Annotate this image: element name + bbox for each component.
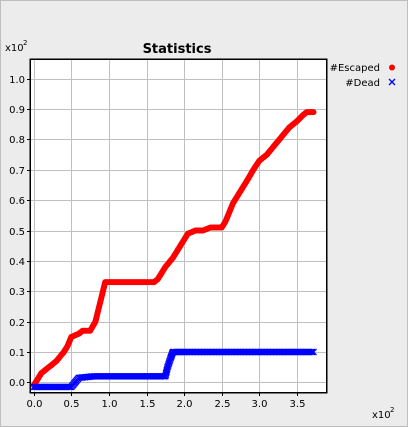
data-point-dead [310, 348, 317, 356]
x-tick-label: 0.0 [27, 399, 43, 410]
data-point-escaped [310, 109, 317, 116]
series-escaped [30, 109, 317, 389]
y-multiplier-base: x10 [5, 43, 24, 54]
x-tick-label: 2.5 [215, 399, 231, 410]
x-tick-label: 1.0 [102, 399, 118, 410]
data-point-dead [308, 348, 316, 356]
dead-marker-stroke [307, 348, 314, 356]
x-tick-label: 3.5 [290, 399, 306, 410]
y-tick-label: 0.6 [9, 196, 25, 207]
y-tick-label: 0.7 [9, 166, 25, 177]
plot-area [29, 58, 328, 394]
data-point-dead [307, 348, 314, 356]
y-multiplier-exponent: 2 [23, 39, 27, 47]
y-tick-label: 0.8 [9, 135, 25, 146]
dead-marker-stroke [308, 348, 316, 356]
legend-marker-dead [388, 78, 396, 86]
y-tick-label: 0.4 [9, 257, 25, 268]
x-axis-multiplier: x10 2 [372, 406, 394, 421]
y-tick-label: 0.1 [9, 348, 25, 359]
y-tick-label: 0.9 [9, 105, 25, 116]
x-tick-label: 3.0 [252, 399, 268, 410]
x-tick-label: 2.0 [177, 399, 193, 410]
x-multiplier-base: x10 [372, 410, 391, 421]
axis-ticks [27, 79, 298, 396]
y-tick-label: 0.0 [9, 378, 25, 389]
chart-title: Statistics [143, 42, 212, 57]
y-axis-multiplier: x10 2 [5, 39, 27, 54]
plot-border [30, 59, 327, 393]
y-tick-label: 0.5 [9, 227, 25, 238]
legend-label-dead: #Dead [345, 78, 380, 89]
x-multiplier-exponent: 2 [390, 406, 394, 414]
y-tick-label: 0.3 [9, 287, 25, 298]
y-tick-label: 0.2 [9, 318, 25, 329]
legend-label-escaped: #Escaped [330, 63, 380, 74]
tick-labels: 0.0 0.5 1.0 1.5 2.0 2.5 3.0 3.5 0.0 0.1 0.2 0.3 0.4 0… [9, 75, 305, 410]
x-tick-label: 0.5 [64, 399, 80, 410]
x-tick-label: 1.5 [140, 399, 156, 410]
y-tick-label: 1.0 [9, 75, 25, 86]
legend: #Escaped #Dead [330, 63, 396, 89]
series-dead [30, 348, 317, 391]
legend-marker-escaped [389, 64, 395, 71]
dead-marker-stroke [310, 348, 317, 356]
